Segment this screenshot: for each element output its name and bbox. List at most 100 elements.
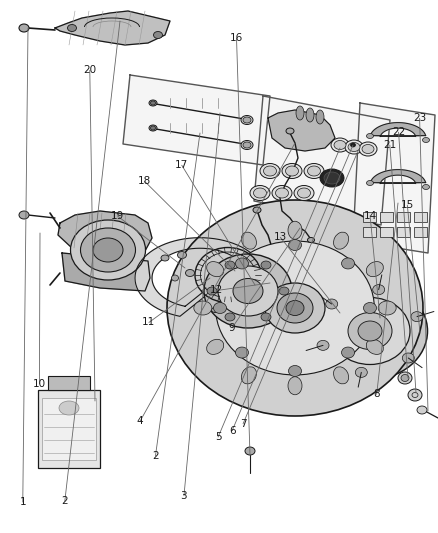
Ellipse shape bbox=[297, 188, 311, 198]
Ellipse shape bbox=[367, 133, 374, 139]
Ellipse shape bbox=[350, 143, 356, 147]
Ellipse shape bbox=[366, 340, 383, 354]
Ellipse shape bbox=[264, 166, 276, 176]
Bar bbox=[380, 227, 393, 237]
Bar bbox=[38, 390, 100, 468]
Polygon shape bbox=[55, 11, 170, 45]
Text: 12: 12 bbox=[210, 286, 223, 295]
Ellipse shape bbox=[277, 293, 313, 323]
Ellipse shape bbox=[373, 285, 385, 295]
Ellipse shape bbox=[272, 185, 292, 200]
Ellipse shape bbox=[254, 188, 266, 198]
Ellipse shape bbox=[333, 232, 349, 249]
Text: 11: 11 bbox=[142, 318, 155, 327]
Ellipse shape bbox=[364, 303, 377, 313]
Text: 9: 9 bbox=[229, 323, 236, 333]
Ellipse shape bbox=[358, 321, 382, 341]
Ellipse shape bbox=[289, 366, 301, 376]
Ellipse shape bbox=[288, 377, 302, 395]
Ellipse shape bbox=[289, 239, 301, 251]
Ellipse shape bbox=[312, 282, 427, 379]
Ellipse shape bbox=[225, 313, 235, 321]
Ellipse shape bbox=[149, 125, 157, 131]
Bar bbox=[380, 212, 393, 222]
Ellipse shape bbox=[19, 211, 29, 219]
Ellipse shape bbox=[304, 164, 324, 179]
Polygon shape bbox=[254, 96, 390, 225]
Polygon shape bbox=[371, 169, 426, 183]
Ellipse shape bbox=[194, 301, 212, 315]
Bar bbox=[414, 227, 427, 237]
Bar bbox=[42, 398, 96, 460]
Ellipse shape bbox=[233, 279, 263, 303]
Text: 14: 14 bbox=[364, 211, 377, 221]
Ellipse shape bbox=[279, 297, 286, 303]
Ellipse shape bbox=[367, 181, 374, 185]
Ellipse shape bbox=[362, 144, 374, 154]
Ellipse shape bbox=[286, 166, 299, 176]
Text: 18: 18 bbox=[138, 176, 151, 186]
Text: 16: 16 bbox=[230, 34, 243, 43]
Ellipse shape bbox=[401, 375, 409, 382]
Text: 13: 13 bbox=[274, 232, 287, 242]
Text: 22: 22 bbox=[392, 127, 405, 137]
Text: 21: 21 bbox=[383, 140, 396, 150]
Ellipse shape bbox=[151, 126, 155, 130]
Ellipse shape bbox=[334, 141, 346, 149]
Bar bbox=[397, 212, 410, 222]
Ellipse shape bbox=[59, 401, 79, 415]
Ellipse shape bbox=[333, 367, 349, 384]
Polygon shape bbox=[353, 103, 435, 253]
Ellipse shape bbox=[342, 258, 354, 269]
Ellipse shape bbox=[423, 184, 430, 190]
Ellipse shape bbox=[320, 169, 344, 187]
Ellipse shape bbox=[307, 166, 321, 176]
Ellipse shape bbox=[342, 347, 354, 358]
Text: 6: 6 bbox=[229, 426, 236, 435]
Polygon shape bbox=[123, 75, 270, 165]
Ellipse shape bbox=[241, 367, 257, 384]
Polygon shape bbox=[371, 123, 426, 136]
Text: 23: 23 bbox=[413, 114, 426, 123]
Ellipse shape bbox=[316, 110, 324, 124]
Ellipse shape bbox=[260, 164, 280, 179]
Ellipse shape bbox=[172, 275, 179, 281]
Polygon shape bbox=[268, 110, 335, 151]
Ellipse shape bbox=[186, 270, 194, 277]
Ellipse shape bbox=[253, 207, 261, 213]
Text: 5: 5 bbox=[215, 432, 222, 442]
Ellipse shape bbox=[93, 238, 123, 262]
Ellipse shape bbox=[366, 262, 383, 277]
Ellipse shape bbox=[288, 221, 302, 239]
Ellipse shape bbox=[408, 389, 422, 401]
Ellipse shape bbox=[236, 258, 248, 269]
Ellipse shape bbox=[317, 341, 329, 350]
Ellipse shape bbox=[286, 128, 294, 134]
Bar bbox=[363, 227, 376, 237]
Ellipse shape bbox=[149, 100, 157, 106]
Text: 19: 19 bbox=[111, 211, 124, 221]
Text: 3: 3 bbox=[180, 491, 187, 500]
Text: 8: 8 bbox=[373, 390, 380, 399]
Ellipse shape bbox=[423, 138, 430, 142]
Ellipse shape bbox=[213, 303, 226, 313]
Ellipse shape bbox=[245, 447, 255, 455]
Text: 15: 15 bbox=[401, 200, 414, 210]
Ellipse shape bbox=[161, 255, 169, 261]
Ellipse shape bbox=[331, 138, 349, 152]
Polygon shape bbox=[135, 238, 255, 316]
Ellipse shape bbox=[19, 24, 29, 32]
Text: 17: 17 bbox=[175, 160, 188, 170]
Ellipse shape bbox=[71, 220, 145, 280]
Ellipse shape bbox=[348, 142, 360, 151]
Text: 4: 4 bbox=[137, 416, 144, 426]
Ellipse shape bbox=[326, 299, 338, 309]
Ellipse shape bbox=[279, 287, 289, 295]
Ellipse shape bbox=[225, 261, 235, 269]
Text: 10: 10 bbox=[33, 379, 46, 389]
Ellipse shape bbox=[167, 200, 423, 416]
Ellipse shape bbox=[243, 142, 251, 148]
Ellipse shape bbox=[212, 308, 219, 312]
Bar bbox=[414, 212, 427, 222]
Ellipse shape bbox=[402, 353, 414, 363]
